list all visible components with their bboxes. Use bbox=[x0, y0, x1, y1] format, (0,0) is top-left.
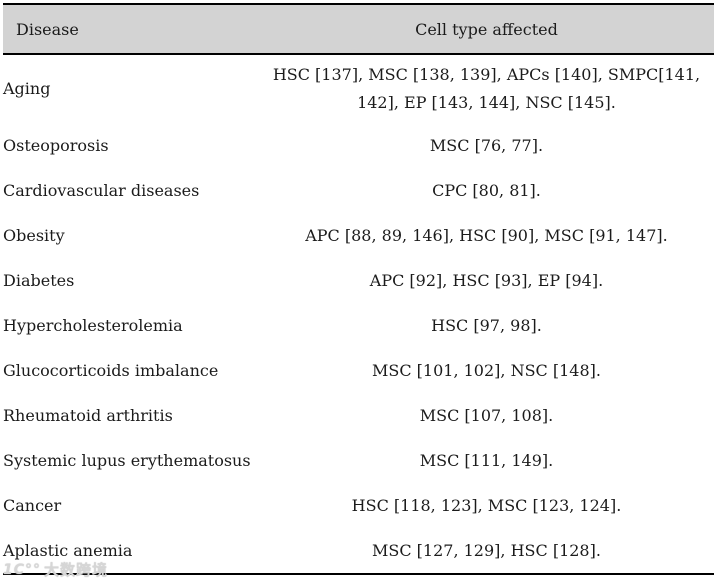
cell-type-text: APC [92], HSC [93], EP [94]. bbox=[369, 271, 604, 290]
table-row: Aplastic anemia MSC [127, 129], HSC [128… bbox=[3, 528, 714, 574]
header-disease: Disease bbox=[3, 4, 259, 55]
cell-type-cell: CPC [80, 81]. bbox=[259, 168, 714, 213]
disease-cell: Hypercholesterolemia bbox=[3, 316, 183, 335]
cell-type-text: APC [88, 89, 146], HSC [90], MSC [91, 14… bbox=[305, 226, 668, 245]
disease-cell: Glucocorticoids imbalance bbox=[3, 361, 219, 380]
table-row: Aging HSC [137], MSC [138, 139], APCs [1… bbox=[3, 54, 714, 123]
table-row: Rheumatoid arthritis MSC [107, 108]. bbox=[3, 393, 714, 438]
cell-type-cell: HSC [137], MSC [138, 139], APCs [140], S… bbox=[259, 54, 714, 123]
disease-cell: Systemic lupus erythematosus bbox=[3, 451, 251, 470]
watermark: 1C°° 大数跨境 bbox=[3, 559, 108, 580]
table-row: Systemic lupus erythematosus MSC [111, 1… bbox=[3, 438, 714, 483]
table-row: Glucocorticoids imbalance MSC [101, 102]… bbox=[3, 348, 714, 393]
table-row: Hypercholesterolemia HSC [97, 98]. bbox=[3, 303, 714, 348]
table-row: Cancer HSC [118, 123], MSC [123, 124]. bbox=[3, 483, 714, 528]
table-row: Osteoporosis MSC [76, 77]. bbox=[3, 123, 714, 168]
header-cell-type-affected: Cell type affected bbox=[258, 4, 714, 55]
cell-type-text: HSC [97, 98]. bbox=[431, 316, 542, 335]
cell-type-cell: HSC [118, 123], MSC [123, 124]. bbox=[259, 483, 714, 528]
header-row: Disease Cell type affected bbox=[3, 4, 714, 55]
cell-type-cell: APC [92], HSC [93], EP [94]. bbox=[259, 258, 714, 303]
disease-cell: Rheumatoid arthritis bbox=[3, 406, 173, 425]
disease-cell-type-table: Disease Cell type affected Aging HSC [13… bbox=[3, 3, 714, 575]
cell-type-text: HSC [118, 123], MSC [123, 124]. bbox=[351, 496, 622, 515]
cell-type-text: MSC [111, 149]. bbox=[419, 451, 554, 470]
disease-cell: Aging bbox=[3, 79, 51, 98]
cell-type-cell: MSC [107, 108]. bbox=[259, 393, 714, 438]
disease-cell: Cancer bbox=[3, 496, 62, 515]
table-header: Disease Cell type affected bbox=[3, 4, 714, 55]
watermark-text: 大数跨境 bbox=[44, 561, 109, 579]
cell-type-cell: MSC [127, 129], HSC [128]. bbox=[259, 528, 714, 574]
table-row: Obesity APC [88, 89, 146], HSC [90], MSC… bbox=[3, 213, 714, 258]
table-row: Diabetes APC [92], HSC [93], EP [94]. bbox=[3, 258, 714, 303]
cell-type-cell: MSC [111, 149]. bbox=[259, 438, 714, 483]
cell-type-text: MSC [101, 102], NSC [148]. bbox=[371, 361, 601, 380]
disease-cell: Obesity bbox=[3, 226, 65, 245]
cell-type-cell: MSC [101, 102], NSC [148]. bbox=[259, 348, 714, 393]
watermark-logo-icon: 1C°° bbox=[3, 561, 42, 578]
disease-cell: Aplastic anemia bbox=[3, 541, 133, 560]
cell-type-text: MSC [127, 129], HSC [128]. bbox=[372, 541, 601, 560]
disease-cell: Cardiovascular diseases bbox=[3, 181, 200, 200]
cell-type-cell: HSC [97, 98]. bbox=[259, 303, 714, 348]
table-row: Cardiovascular diseases CPC [80, 81]. bbox=[3, 168, 714, 213]
disease-cell: Osteoporosis bbox=[3, 136, 109, 155]
cell-type-cell: MSC [76, 77]. bbox=[259, 123, 714, 168]
table-body: Aging HSC [137], MSC [138, 139], APCs [1… bbox=[3, 54, 714, 574]
cell-type-text: MSC [107, 108]. bbox=[419, 406, 554, 425]
cell-type-text: HSC [137], MSC [138, 139], APCs [140], S… bbox=[272, 65, 701, 112]
disease-cell: Diabetes bbox=[3, 271, 75, 290]
cell-type-text: MSC [76, 77]. bbox=[429, 136, 544, 155]
cell-type-cell: APC [88, 89, 146], HSC [90], MSC [91, 14… bbox=[259, 213, 714, 258]
cell-type-text: CPC [80, 81]. bbox=[432, 181, 541, 200]
